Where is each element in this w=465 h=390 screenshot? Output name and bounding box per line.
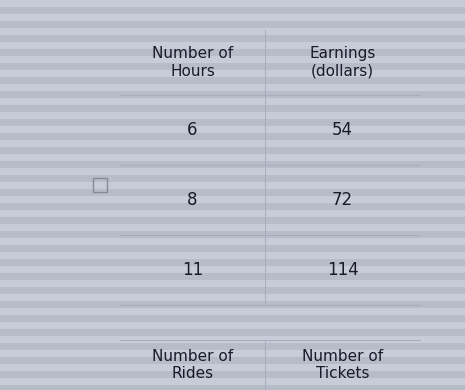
Bar <box>0 182 465 189</box>
Bar <box>0 175 465 182</box>
Bar <box>93 178 107 192</box>
Bar <box>0 329 465 336</box>
Bar <box>0 119 465 126</box>
Bar <box>0 147 465 154</box>
Bar <box>0 126 465 133</box>
Bar <box>0 357 465 364</box>
Bar <box>0 287 465 294</box>
Bar <box>0 49 465 56</box>
Bar <box>0 154 465 161</box>
Bar <box>0 245 465 252</box>
Bar <box>0 161 465 168</box>
Bar <box>0 196 465 203</box>
Bar <box>0 14 465 21</box>
Text: 72: 72 <box>332 191 353 209</box>
Bar <box>0 343 465 350</box>
Bar <box>0 350 465 357</box>
Text: Earnings
(dollars): Earnings (dollars) <box>309 46 376 79</box>
Bar <box>0 56 465 63</box>
Bar <box>0 84 465 91</box>
Text: Number of
Tickets: Number of Tickets <box>302 349 383 381</box>
Text: 114: 114 <box>326 261 359 279</box>
Bar <box>0 189 465 196</box>
Bar <box>0 91 465 98</box>
Bar <box>0 42 465 49</box>
Bar <box>0 378 465 385</box>
Bar <box>0 385 465 390</box>
Text: 6: 6 <box>187 121 198 139</box>
Bar <box>0 259 465 266</box>
Bar <box>0 35 465 42</box>
Bar <box>0 140 465 147</box>
Text: 11: 11 <box>182 261 203 279</box>
Text: Number of
Hours: Number of Hours <box>152 46 233 79</box>
Bar <box>0 133 465 140</box>
Bar <box>0 336 465 343</box>
Text: Number of
Rides: Number of Rides <box>152 349 233 381</box>
Bar <box>0 63 465 70</box>
Bar <box>0 371 465 378</box>
Bar <box>0 294 465 301</box>
Bar <box>0 301 465 308</box>
Bar <box>0 280 465 287</box>
Bar <box>0 273 465 280</box>
Bar <box>0 0 465 7</box>
Bar <box>0 224 465 231</box>
Bar <box>0 252 465 259</box>
Text: 8: 8 <box>187 191 198 209</box>
Bar <box>0 98 465 105</box>
Bar <box>0 308 465 315</box>
Bar <box>0 28 465 35</box>
Bar <box>0 21 465 28</box>
Bar <box>0 364 465 371</box>
Bar <box>0 203 465 210</box>
Bar <box>0 70 465 77</box>
Bar <box>0 217 465 224</box>
Bar <box>0 322 465 329</box>
Bar <box>0 231 465 238</box>
Text: 54: 54 <box>332 121 353 139</box>
Bar <box>0 112 465 119</box>
Bar <box>0 77 465 84</box>
Bar <box>0 168 465 175</box>
Bar <box>0 266 465 273</box>
Bar <box>0 105 465 112</box>
Bar <box>0 7 465 14</box>
Bar <box>0 238 465 245</box>
Bar <box>0 315 465 322</box>
Bar <box>0 210 465 217</box>
